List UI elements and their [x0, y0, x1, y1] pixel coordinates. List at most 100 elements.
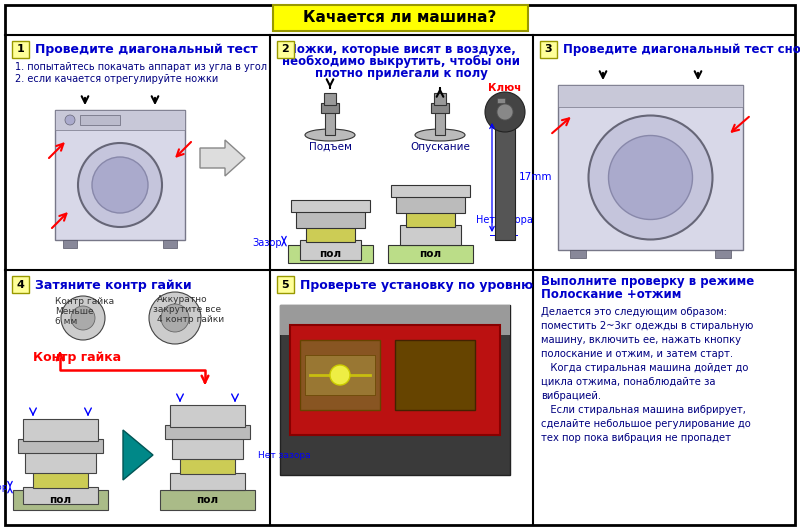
Bar [290, 325, 500, 435]
Bar [277, 41, 294, 58]
Text: тех пор пока вибрация не пропадет: тех пор пока вибрация не пропадет [541, 433, 731, 443]
Text: 5: 5 [282, 279, 290, 289]
Text: сделайте небольшое регулирование до: сделайте небольшое регулирование до [541, 419, 750, 429]
Bar [23, 487, 98, 504]
Text: пол: пол [50, 495, 71, 505]
Text: Выполните проверку в режиме: Выполните проверку в режиме [541, 276, 754, 288]
Text: Подъем: Подъем [309, 142, 351, 152]
Bar [170, 405, 245, 427]
Text: Когда стиральная машина дойдет до: Когда стиральная машина дойдет до [541, 363, 748, 373]
Text: 4: 4 [17, 279, 25, 289]
Bar [431, 103, 449, 113]
Circle shape [485, 92, 525, 132]
Text: 1. попытайтесь покачать аппарат из угла в угол: 1. попытайтесь покачать аппарат из угла … [15, 62, 267, 72]
Text: вибрацией.: вибрацией. [541, 391, 601, 401]
Bar [395, 340, 475, 410]
Circle shape [92, 157, 148, 213]
Text: Качается ли машина?: Качается ли машина? [303, 11, 497, 25]
Text: Меньше: Меньше [55, 307, 94, 316]
Bar [434, 93, 446, 105]
Text: Проведите диагональный тест: Проведите диагональный тест [35, 43, 258, 57]
Bar [570, 250, 586, 258]
Text: Полоскание +отжим: Полоскание +отжим [541, 287, 682, 301]
Ellipse shape [415, 129, 465, 141]
Text: цикла отжима, понаблюдайте за: цикла отжима, понаблюдайте за [541, 377, 715, 387]
Text: закрутите все: закрутите все [153, 305, 221, 314]
Text: Делается это следующим образом:: Делается это следующим образом: [541, 307, 727, 317]
Bar [324, 93, 336, 105]
Bar [277, 276, 294, 293]
Circle shape [497, 104, 513, 120]
Bar [296, 210, 365, 228]
Circle shape [609, 136, 693, 219]
Polygon shape [123, 430, 153, 480]
Bar [25, 451, 96, 473]
Bar [63, 240, 77, 248]
Bar [306, 226, 355, 242]
Bar [12, 276, 29, 293]
Bar [280, 305, 510, 475]
Text: Проведите диагональный тест снова: Проведите диагональный тест снова [563, 43, 800, 57]
Bar [391, 185, 470, 197]
Text: полоскание и отжим, и затем старт.: полоскание и отжим, и затем старт. [541, 349, 733, 359]
Bar [558, 85, 743, 107]
Bar [325, 110, 335, 135]
Bar [715, 250, 731, 258]
Bar [55, 110, 185, 130]
Bar [165, 425, 250, 439]
Circle shape [161, 304, 189, 332]
Bar [300, 240, 361, 260]
Text: машину, включить ее, нажать кнопку: машину, включить ее, нажать кнопку [541, 335, 741, 345]
Text: 1: 1 [17, 45, 24, 55]
Text: пол: пол [319, 249, 342, 259]
Bar [23, 419, 98, 441]
Text: зазор: зазор [0, 483, 8, 492]
Bar [163, 240, 177, 248]
Bar [396, 195, 465, 213]
Text: пол: пол [419, 249, 442, 259]
Bar [558, 85, 743, 250]
Text: 2. если качается отрегулируйте ножки: 2. если качается отрегулируйте ножки [15, 74, 218, 84]
Text: Аккуратно: Аккуратно [157, 296, 208, 305]
Circle shape [61, 296, 105, 340]
Polygon shape [200, 140, 245, 176]
Bar [300, 340, 380, 410]
Bar [400, 225, 461, 245]
Bar [55, 110, 185, 240]
Bar [388, 245, 473, 263]
Text: Нет зазора: Нет зазора [258, 450, 310, 460]
Text: 17mm: 17mm [519, 172, 553, 182]
Text: Контр гайка: Контр гайка [55, 297, 114, 306]
Bar [172, 437, 243, 459]
Text: Нет зазора: Нет зазора [476, 215, 533, 225]
Bar [160, 490, 255, 510]
Text: 3: 3 [545, 45, 552, 55]
Text: плотно прилегали к полу: плотно прилегали к полу [315, 66, 488, 80]
Bar [33, 471, 88, 488]
Text: 2: 2 [282, 45, 290, 55]
Bar [280, 305, 510, 335]
Bar [180, 457, 235, 474]
Bar [80, 115, 120, 125]
Bar [273, 5, 527, 31]
Circle shape [71, 306, 95, 330]
Text: 6 мм: 6 мм [55, 317, 78, 326]
Circle shape [330, 365, 350, 385]
Text: Если стиральная машина вибрирует,: Если стиральная машина вибрирует, [541, 405, 746, 415]
Bar [170, 473, 245, 490]
Circle shape [149, 292, 201, 344]
Circle shape [65, 115, 75, 125]
Text: Контр гайка: Контр гайка [33, 351, 121, 365]
Bar [12, 41, 29, 58]
Text: Ключ: Ключ [488, 83, 522, 93]
Text: Опускание: Опускание [410, 142, 470, 152]
Text: пол: пол [197, 495, 218, 505]
Bar [291, 200, 370, 212]
Ellipse shape [305, 129, 355, 141]
Bar [18, 439, 103, 453]
Bar [495, 120, 515, 240]
Text: Затяните контр гайки: Затяните контр гайки [35, 278, 192, 292]
Circle shape [589, 116, 713, 240]
Bar [497, 98, 505, 103]
Bar [13, 490, 108, 510]
